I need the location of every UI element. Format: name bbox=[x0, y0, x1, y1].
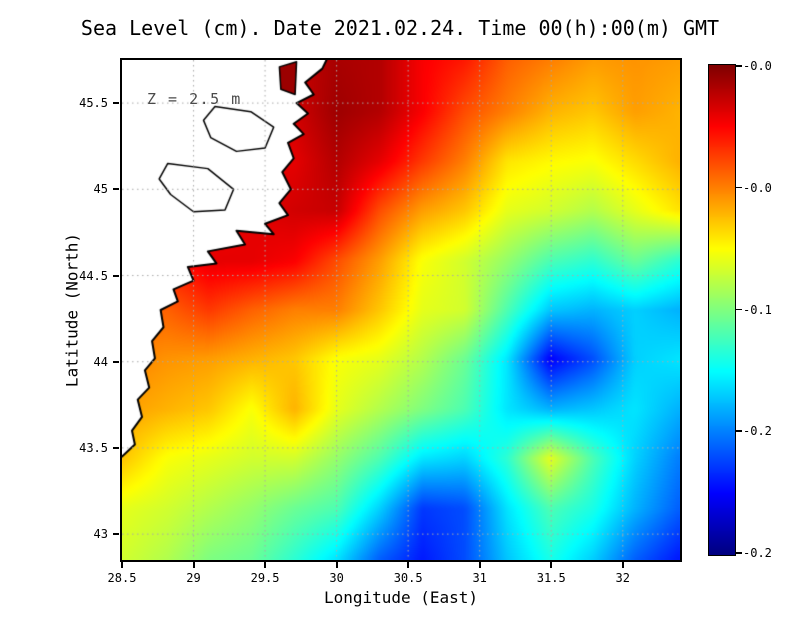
colorbar-tick-label: -0.1 bbox=[743, 302, 772, 317]
colorbar-tick-label: -0.0 bbox=[743, 59, 772, 73]
x-tick-label: 29.5 bbox=[250, 571, 280, 585]
y-tick-mark bbox=[113, 360, 119, 363]
x-tick-mark bbox=[264, 562, 267, 568]
y-tick-mark bbox=[113, 533, 119, 536]
y-tick-mark bbox=[113, 188, 119, 191]
x-tick-mark bbox=[407, 562, 410, 568]
depth-annotation: Z = 2.5 m bbox=[147, 90, 242, 108]
colorbar-tick-label: -0.0 bbox=[743, 180, 772, 195]
x-tick-label: 29 bbox=[186, 571, 201, 585]
x-tick-label: 30 bbox=[329, 571, 344, 585]
x-tick-label: 28.5 bbox=[107, 571, 137, 585]
x-tick-mark bbox=[550, 562, 553, 568]
x-tick-mark bbox=[335, 562, 338, 568]
colorbar bbox=[708, 64, 736, 556]
colorbar-tick-label: -0.2 bbox=[743, 546, 772, 560]
y-tick-label: 43.5 bbox=[79, 440, 108, 455]
heatmap-canvas bbox=[122, 60, 680, 560]
y-tick-mark bbox=[113, 274, 119, 277]
colorbar-gradient-canvas bbox=[709, 65, 735, 555]
y-tick-mark bbox=[113, 102, 119, 105]
colorbar-tick-mark bbox=[736, 65, 742, 67]
y-tick-mark bbox=[113, 446, 119, 449]
x-tick-label: 31.5 bbox=[536, 571, 566, 585]
x-axis-label: Longitude (East) bbox=[323, 588, 479, 607]
x-tick-mark bbox=[621, 562, 624, 568]
colorbar-tick-mark bbox=[736, 186, 742, 189]
y-tick-label: 45 bbox=[93, 182, 108, 197]
plot-area bbox=[120, 58, 682, 562]
x-tick-label: 31 bbox=[472, 571, 487, 585]
x-tick-label: 32 bbox=[615, 571, 630, 585]
colorbar-tick-mark bbox=[736, 552, 742, 554]
colorbar-tick-mark bbox=[736, 308, 742, 310]
chart-title: Sea Level (cm). Date 2021.02.24. Time 00… bbox=[80, 16, 720, 40]
y-tick-label: 43 bbox=[93, 527, 108, 542]
colorbar-tick-mark bbox=[736, 430, 742, 432]
y-tick-label: 44 bbox=[93, 354, 108, 369]
x-tick-mark bbox=[192, 562, 195, 568]
x-tick-label: 30.5 bbox=[393, 571, 423, 585]
x-tick-mark bbox=[121, 562, 123, 568]
colorbar-tick-label: -0.2 bbox=[743, 424, 772, 439]
x-tick-mark bbox=[478, 562, 481, 568]
y-tick-label: 45.5 bbox=[79, 96, 108, 111]
y-tick-label: 44.5 bbox=[79, 268, 108, 283]
